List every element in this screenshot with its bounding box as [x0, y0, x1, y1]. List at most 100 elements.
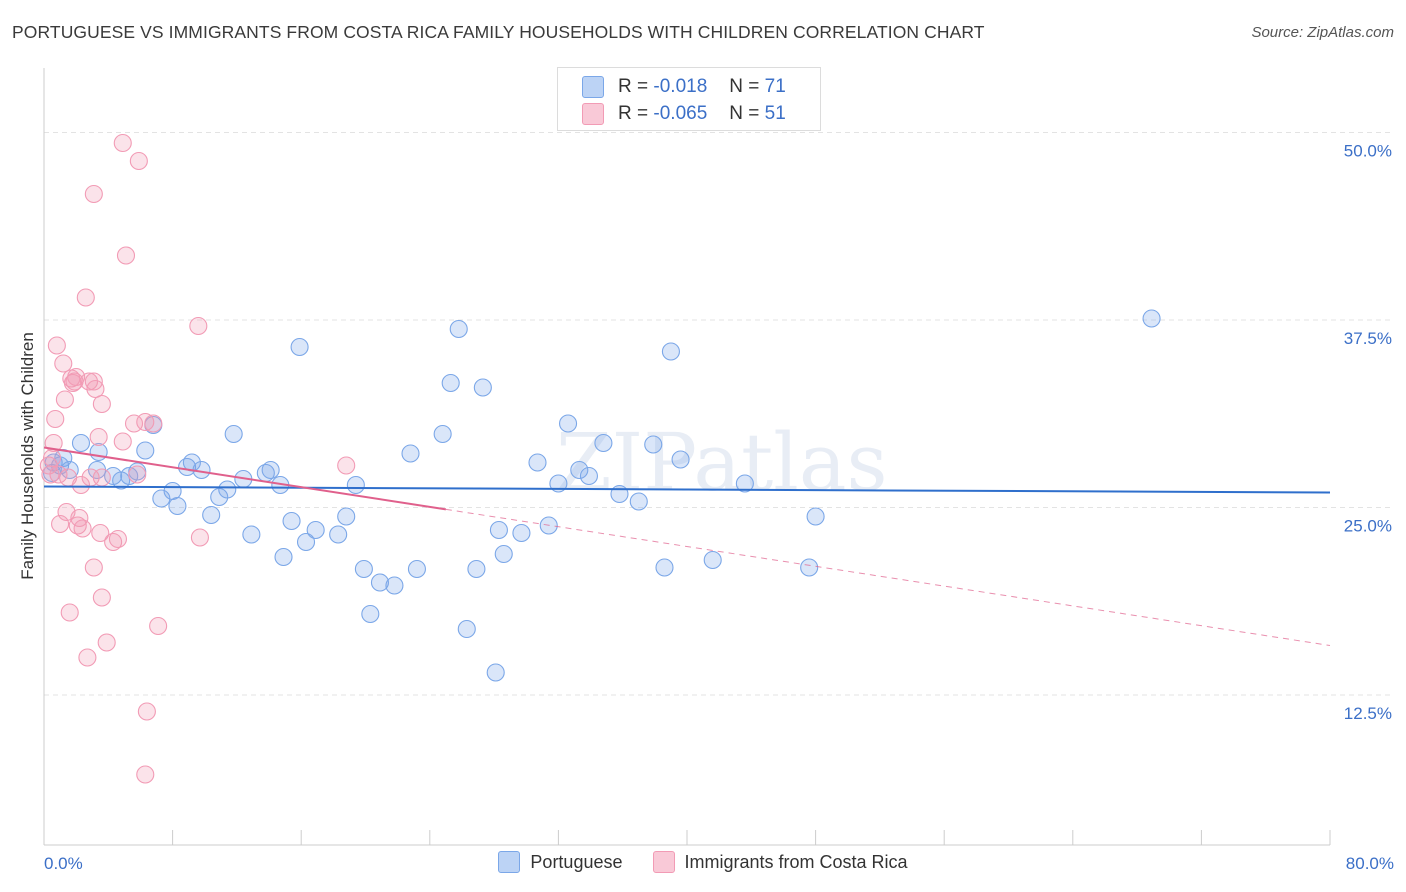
- costa-rica-point: [84, 184, 103, 204]
- costa-rica-point: [104, 532, 123, 552]
- costa-rica-point: [60, 603, 79, 622]
- portuguese-point: [594, 433, 613, 453]
- portuguese-point: [361, 604, 380, 624]
- portuguese-point: [441, 373, 460, 393]
- portuguese-point: [703, 550, 722, 570]
- costa-rica-point: [108, 529, 127, 549]
- portuguese-point: [296, 532, 316, 552]
- costa-rica-point: [149, 616, 168, 636]
- portuguese-point: [558, 414, 578, 433]
- portuguese-point: [401, 444, 420, 463]
- n-value: 51: [764, 103, 786, 124]
- portuguese-point: [610, 484, 629, 504]
- costa-rica-point: [113, 133, 132, 153]
- portuguese-point: [136, 441, 155, 460]
- costa-rica-point: [97, 633, 116, 652]
- portuguese-point: [512, 523, 531, 543]
- portuguese-point: [467, 559, 486, 579]
- portuguese-point: [629, 492, 648, 511]
- chart-title: PORTUGUESE VS IMMIGRANTS FROM COSTA RICA…: [12, 22, 985, 42]
- costa-rica-point: [42, 448, 62, 468]
- portuguese-point: [370, 573, 390, 592]
- portuguese-point: [489, 520, 508, 540]
- portuguese-point: [224, 424, 243, 444]
- costa-rica-point: [113, 432, 132, 451]
- costa-rica-point: [129, 151, 148, 171]
- legend-item-costa-rica: Immigrants from Costa Rica: [652, 851, 908, 873]
- x-tick-max: 80.0%: [1345, 854, 1394, 873]
- costa-rica-point: [71, 475, 91, 495]
- costa-rica-point: [44, 433, 63, 453]
- portuguese-point: [661, 342, 680, 361]
- costa-rica-point: [137, 702, 156, 721]
- costa-rica-point: [116, 246, 136, 265]
- costa-rica-point: [92, 588, 111, 607]
- portuguese-point: [486, 663, 505, 682]
- x-tick-min: 0.0%: [44, 854, 83, 873]
- portuguese-point: [806, 507, 825, 526]
- portuguese-point: [473, 378, 492, 397]
- costa-rica-point: [190, 528, 209, 547]
- costa-rica-point: [189, 316, 208, 336]
- portuguese-point: [242, 525, 261, 544]
- portuguese-point: [579, 466, 598, 486]
- legend-row-portuguese: R = -0.018 N = 71: [582, 75, 786, 99]
- costa-rica-point: [136, 765, 155, 784]
- costa-rica-point: [73, 519, 92, 538]
- portuguese-point: [800, 558, 819, 577]
- portuguese-point: [570, 460, 589, 480]
- costa-rica-point: [128, 465, 147, 484]
- portuguese-point: [218, 480, 237, 499]
- portuguese-point: [528, 453, 547, 472]
- costa-rica-point: [76, 288, 95, 307]
- costa-rica-point: [68, 516, 87, 535]
- costa-rica-point: [91, 523, 110, 543]
- costa-rica-point: [70, 508, 89, 528]
- legend-item-portuguese: Portuguese: [498, 851, 623, 873]
- portuguese-point: [60, 460, 79, 480]
- portuguese-point: [306, 520, 325, 540]
- correlation-legend: R = -0.018 N = 71 R = -0.065 N = 51: [557, 67, 821, 131]
- n-label: N =: [729, 103, 760, 124]
- costa-rica-point: [46, 409, 65, 429]
- watermark-text: ZIPatlas: [556, 416, 888, 509]
- costa-rica-point: [79, 372, 99, 391]
- swatch-portuguese: [498, 851, 521, 873]
- costa-rica-point: [84, 558, 103, 577]
- legend-label-costa-rica: Immigrants from Costa Rica: [684, 851, 908, 872]
- portuguese-point: [655, 558, 674, 577]
- costa-rica-point: [86, 379, 105, 399]
- costa-rica-point: [47, 336, 66, 355]
- portuguese-point: [449, 319, 468, 339]
- costa-rica-point: [337, 456, 356, 475]
- portuguese-point: [329, 525, 348, 544]
- chart-source: Source: ZipAtlas.com: [1251, 24, 1394, 41]
- portuguese-point: [282, 511, 301, 531]
- n-label: N =: [729, 76, 760, 97]
- portuguese-point: [202, 505, 221, 525]
- portuguese-point: [385, 576, 404, 595]
- portuguese-point: [261, 460, 280, 480]
- portuguese-point: [457, 619, 476, 639]
- portuguese-point: [549, 474, 568, 493]
- costa-rica-point: [84, 372, 103, 391]
- legend-row-costa-rica: R = -0.065 N = 51: [582, 102, 786, 126]
- costa-rica-point: [124, 414, 144, 433]
- portuguese-point: [163, 481, 182, 501]
- costa-rica-point: [144, 414, 163, 433]
- portuguese-point: [1142, 309, 1161, 328]
- costa-rica-point: [89, 427, 108, 447]
- r-label: R =: [618, 76, 649, 97]
- portuguese-point: [71, 433, 91, 453]
- portuguese-point: [407, 559, 426, 579]
- r-label: R =: [618, 103, 649, 124]
- swatch-portuguese: [582, 76, 604, 98]
- y-tick-label: 50.0%: [1344, 142, 1392, 161]
- portuguese-point: [168, 496, 187, 516]
- r-value: -0.018: [653, 76, 708, 97]
- portuguese-point: [274, 547, 293, 567]
- costa-rica-point: [92, 394, 111, 414]
- legend-label-portuguese: Portuguese: [530, 851, 623, 872]
- r-value: -0.065: [653, 103, 708, 124]
- costa-rica-point: [54, 354, 73, 373]
